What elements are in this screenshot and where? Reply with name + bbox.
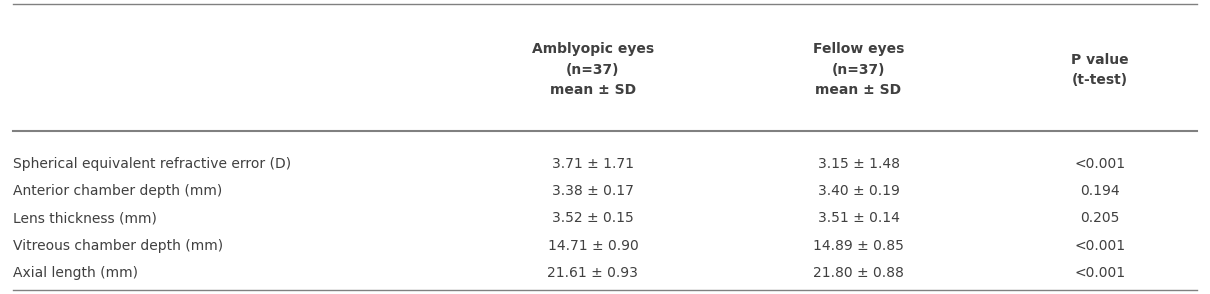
Text: 14.89 ± 0.85: 14.89 ± 0.85 xyxy=(813,239,904,253)
Text: 3.38 ± 0.17: 3.38 ± 0.17 xyxy=(552,184,634,198)
Text: 3.51 ± 0.14: 3.51 ± 0.14 xyxy=(818,211,899,225)
Text: Fellow eyes
(n=37)
mean ± SD: Fellow eyes (n=37) mean ± SD xyxy=(813,42,904,97)
Text: 3.71 ± 1.71: 3.71 ± 1.71 xyxy=(552,157,634,171)
Text: Vitreous chamber depth (mm): Vitreous chamber depth (mm) xyxy=(13,239,224,253)
Text: 21.80 ± 0.88: 21.80 ± 0.88 xyxy=(813,266,904,280)
Text: 3.52 ± 0.15: 3.52 ± 0.15 xyxy=(552,211,634,225)
Text: Amblyopic eyes
(n=37)
mean ± SD: Amblyopic eyes (n=37) mean ± SD xyxy=(532,42,653,97)
Text: <0.001: <0.001 xyxy=(1074,266,1125,280)
Text: Spherical equivalent refractive error (D): Spherical equivalent refractive error (D… xyxy=(13,157,292,171)
Text: <0.001: <0.001 xyxy=(1074,157,1125,171)
Text: 21.61 ± 0.93: 21.61 ± 0.93 xyxy=(547,266,639,280)
Text: Lens thickness (mm): Lens thickness (mm) xyxy=(13,211,157,225)
Text: Axial length (mm): Axial length (mm) xyxy=(13,266,138,280)
Text: P value
(t-test): P value (t-test) xyxy=(1071,53,1129,87)
Text: 14.71 ± 0.90: 14.71 ± 0.90 xyxy=(548,239,639,253)
Text: 3.40 ± 0.19: 3.40 ± 0.19 xyxy=(818,184,899,198)
Text: 0.194: 0.194 xyxy=(1081,184,1119,198)
Text: 3.15 ± 1.48: 3.15 ± 1.48 xyxy=(818,157,899,171)
Text: <0.001: <0.001 xyxy=(1074,239,1125,253)
Text: Anterior chamber depth (mm): Anterior chamber depth (mm) xyxy=(13,184,223,198)
Text: 0.205: 0.205 xyxy=(1081,211,1119,225)
